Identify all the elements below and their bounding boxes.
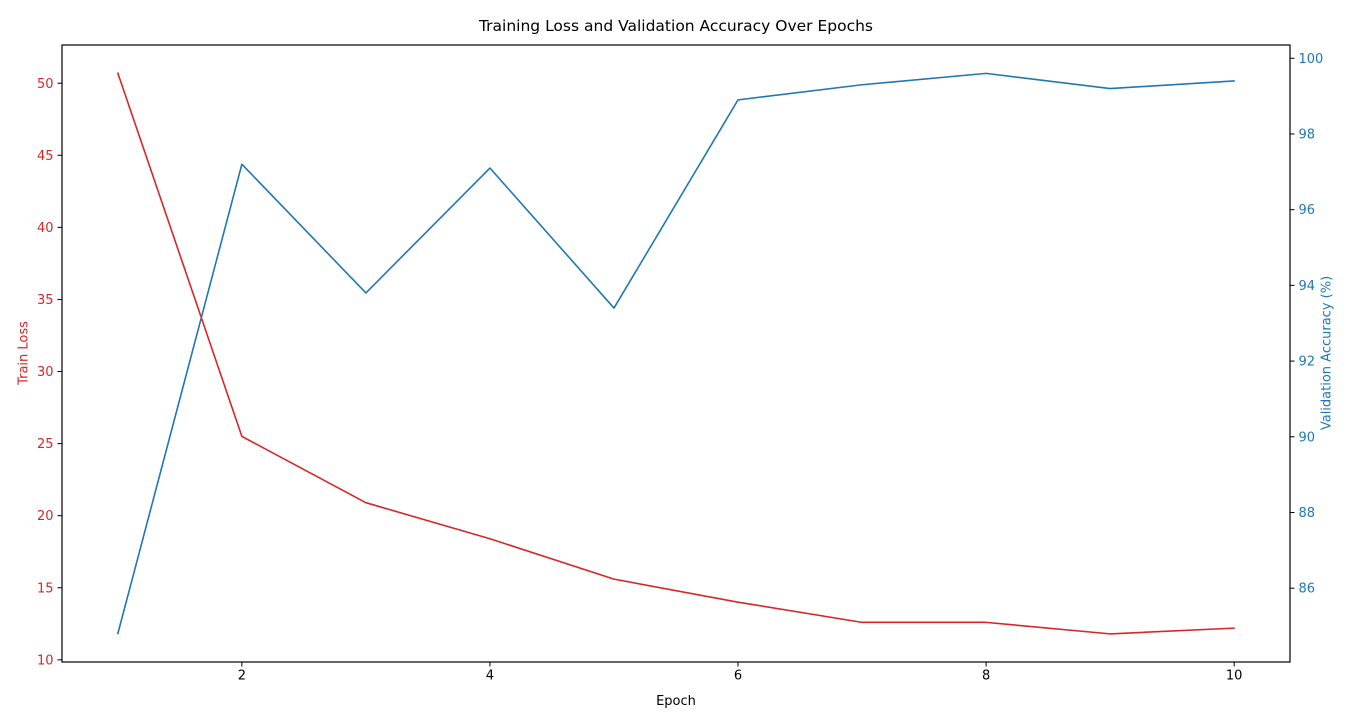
series-line-val-accuracy — [117, 72, 1235, 635]
plot-border — [61, 44, 1291, 663]
y-left-tick-label: 15 — [37, 581, 54, 596]
y-right-tick-label: 94 — [1299, 279, 1316, 294]
y-right-tick-label: 88 — [1299, 506, 1316, 521]
y-right-tick-label: 96 — [1299, 203, 1316, 218]
y-left-tick-label: 50 — [37, 77, 54, 92]
x-tick-label: 4 — [486, 668, 494, 683]
x-axis-label: Epoch — [656, 694, 696, 709]
x-tick-label: 6 — [734, 668, 742, 683]
y-left-tick-label: 40 — [37, 221, 54, 236]
y-right-tick-label: 98 — [1299, 128, 1316, 143]
y-right-tick-label: 92 — [1299, 355, 1316, 370]
y-right-tick-label: 86 — [1299, 582, 1316, 597]
y-axis-left-label: Train Loss — [16, 321, 32, 385]
x-tick-label: 10 — [1226, 668, 1243, 683]
y-left-tick-label: 30 — [37, 365, 54, 380]
chart-title: Training Loss and Validation Accuracy Ov… — [478, 17, 873, 35]
y-left-tick-label: 45 — [37, 149, 54, 164]
series-line-train-loss — [117, 72, 1235, 635]
y-left-tick-label: 20 — [37, 509, 54, 524]
y-axis-right-label: Validation Accuracy (%) — [1319, 275, 1335, 431]
y-right-tick-label: 100 — [1299, 52, 1324, 67]
x-tick-label: 2 — [238, 668, 246, 683]
y-left-tick-label: 35 — [37, 293, 54, 308]
x-tick-label: 8 — [982, 668, 990, 683]
y-right-tick-label: 90 — [1299, 430, 1316, 445]
y-left-tick-label: 10 — [37, 653, 54, 668]
y-left-tick-label: 25 — [37, 437, 54, 452]
